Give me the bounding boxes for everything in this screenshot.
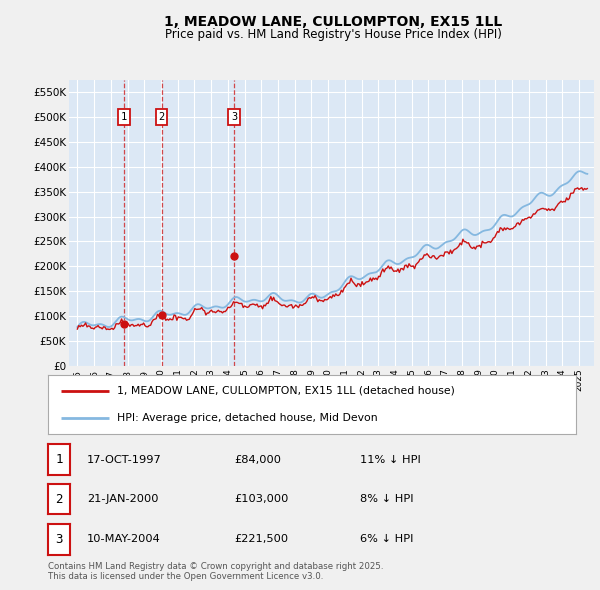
Text: 3: 3	[55, 533, 62, 546]
Text: 17-OCT-1997: 17-OCT-1997	[87, 455, 162, 464]
Text: 1, MEADOW LANE, CULLOMPTON, EX15 1LL: 1, MEADOW LANE, CULLOMPTON, EX15 1LL	[164, 15, 502, 29]
Text: 21-JAN-2000: 21-JAN-2000	[87, 494, 158, 504]
Text: 1, MEADOW LANE, CULLOMPTON, EX15 1LL (detached house): 1, MEADOW LANE, CULLOMPTON, EX15 1LL (de…	[116, 386, 455, 395]
Text: £84,000: £84,000	[234, 455, 281, 464]
Text: Price paid vs. HM Land Registry's House Price Index (HPI): Price paid vs. HM Land Registry's House …	[164, 28, 502, 41]
Text: £103,000: £103,000	[234, 494, 289, 504]
Text: 3: 3	[231, 112, 237, 122]
Text: 2: 2	[158, 112, 165, 122]
Text: 10-MAY-2004: 10-MAY-2004	[87, 535, 161, 544]
Text: Contains HM Land Registry data © Crown copyright and database right 2025.
This d: Contains HM Land Registry data © Crown c…	[48, 562, 383, 581]
Text: 6% ↓ HPI: 6% ↓ HPI	[360, 535, 413, 544]
Text: 2: 2	[55, 493, 62, 506]
Text: 8% ↓ HPI: 8% ↓ HPI	[360, 494, 413, 504]
Text: 11% ↓ HPI: 11% ↓ HPI	[360, 455, 421, 464]
Text: 1: 1	[55, 453, 62, 466]
Text: £221,500: £221,500	[234, 535, 288, 544]
Text: 1: 1	[121, 112, 127, 122]
Text: HPI: Average price, detached house, Mid Devon: HPI: Average price, detached house, Mid …	[116, 413, 377, 422]
